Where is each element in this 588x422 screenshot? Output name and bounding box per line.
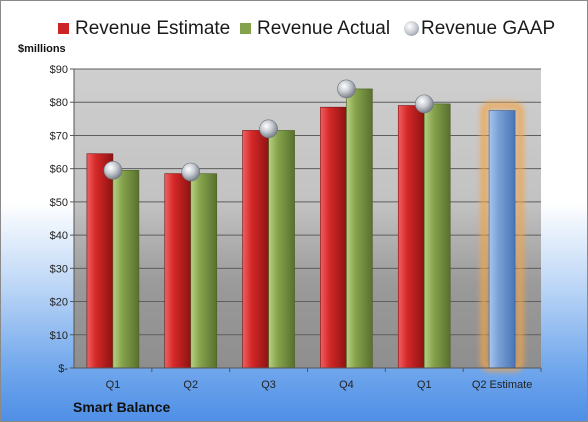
legend: Revenue Estimate Revenue Actual Revenue … (1, 17, 587, 41)
gaap-marker (181, 162, 201, 182)
y-tick-label: $70 (50, 130, 68, 142)
x-tick-label: Q4 (339, 379, 354, 391)
bar-estimate (86, 153, 114, 369)
y-axis: $- $10 $20 $30 $40 $50 $60 $70 $80 $90 (50, 64, 75, 375)
y-tick-label: $90 (50, 64, 68, 76)
bar-estimate (397, 105, 425, 369)
legend-swatch-gaap (404, 21, 419, 36)
legend-label-actual: Revenue Actual (257, 18, 391, 39)
x-tick-label: Q1 (106, 379, 121, 391)
bar-estimate (242, 130, 269, 369)
gaap-marker (259, 119, 278, 139)
y-tick-label: $80 (50, 97, 68, 109)
gaap-marker (414, 94, 434, 114)
y-tick-label: $60 (50, 164, 68, 176)
y-tick-label: $50 (50, 197, 68, 209)
bar-actual (112, 170, 140, 369)
y-tick-label: $20 (50, 297, 68, 309)
plot-area (74, 69, 541, 368)
bar-actual (268, 130, 295, 369)
bar-actual (423, 103, 451, 369)
gaap-marker (103, 161, 123, 180)
bar-estimate-highlight (488, 110, 516, 369)
bar-estimate (320, 106, 347, 369)
y-tick-label: $40 (50, 230, 68, 242)
y-tick-label: $- (58, 363, 68, 375)
y-axis-unit-label: $millions (18, 43, 66, 55)
legend-swatch-actual (240, 23, 251, 34)
y-tick-label: $30 (50, 263, 68, 275)
legend-swatch-estimate (58, 23, 69, 34)
x-axis: Q1 Q2 Q3 Q4 Q1 Q2 Estimate (74, 367, 542, 391)
gridlines (74, 68, 541, 336)
y-tick-label: $10 (50, 330, 68, 342)
bar-actual (190, 173, 218, 369)
gaap-marker (337, 79, 356, 99)
x-tick-label: Q3 (261, 379, 276, 391)
x-tick-label: Q1 (417, 379, 432, 391)
x-tick-label: Q2 Estimate (472, 379, 533, 391)
company-name: Smart Balance (73, 399, 171, 415)
legend-label-estimate: Revenue Estimate (75, 18, 231, 39)
bar-actual (346, 88, 373, 369)
legend-label-gaap: Revenue GAAP (421, 18, 556, 39)
bar-estimate (164, 173, 192, 369)
gaap-markers (103, 79, 434, 182)
bars (86, 88, 524, 372)
x-tick-label: Q2 (183, 379, 198, 391)
